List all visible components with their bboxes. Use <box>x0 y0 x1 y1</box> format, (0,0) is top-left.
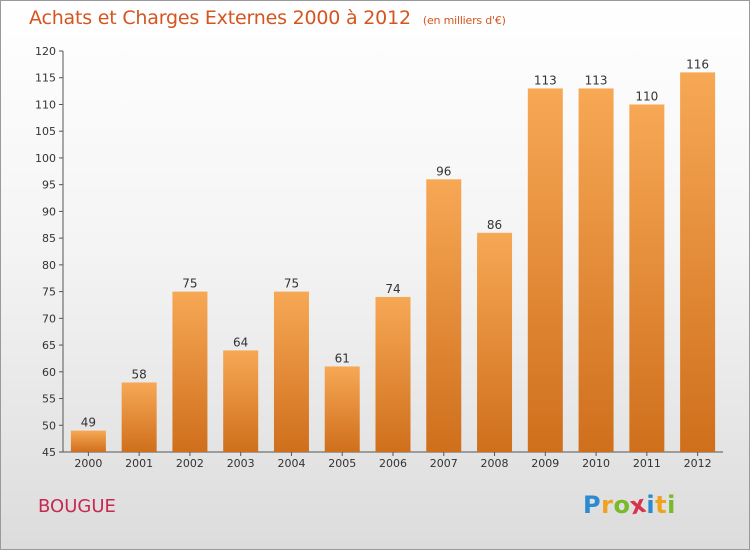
bar-2011 <box>629 104 665 452</box>
logo-letter: i <box>646 491 656 519</box>
bar-value-label: 86 <box>487 218 502 232</box>
bar-2004 <box>273 291 309 452</box>
commune-name: BOUGUE <box>38 496 116 517</box>
y-tick-label: 55 <box>42 393 56 406</box>
bar-value-label: 116 <box>686 57 709 71</box>
y-tick-label: 90 <box>42 205 56 218</box>
x-tick-label: 2006 <box>379 457 407 470</box>
x-tick-label: 2004 <box>277 457 305 470</box>
x-tick-label: 2007 <box>430 457 458 470</box>
bar-2007 <box>426 179 462 452</box>
y-tick-label: 100 <box>35 152 56 165</box>
y-tick-label: 45 <box>42 446 56 459</box>
bar-2006 <box>375 296 411 452</box>
bar-2001 <box>121 382 157 452</box>
x-tick-label: 2011 <box>633 457 661 470</box>
logo-letter: t <box>655 491 668 519</box>
y-tick-label: 50 <box>42 419 56 432</box>
bar-value-label: 110 <box>635 89 658 103</box>
y-tick-label: 60 <box>42 366 56 379</box>
chart-title: Achats et Charges Externes 2000 à 2012 (e… <box>29 7 506 29</box>
bar-2000 <box>70 430 106 452</box>
y-tick-label: 120 <box>35 45 56 58</box>
logo-letter: o <box>613 491 631 519</box>
x-tick-label: 2001 <box>125 457 153 470</box>
bar-value-label: 61 <box>335 351 350 365</box>
y-tick-label: 105 <box>35 125 56 138</box>
x-tick-label: 2008 <box>481 457 509 470</box>
bar-2009 <box>527 88 563 452</box>
chart-unit: (en milliers d'€) <box>422 14 506 27</box>
bar-value-label: 49 <box>81 416 96 430</box>
y-tick-label: 70 <box>42 312 56 325</box>
bar-2003 <box>223 350 259 452</box>
bar-2012 <box>680 72 716 453</box>
chart-title-text: Achats et Charges Externes 2000 à 2012 <box>29 7 411 29</box>
y-tick-label: 80 <box>42 259 56 272</box>
proxiti-logo[interactable]: Proxiti <box>583 490 676 521</box>
bar-value-label: 113 <box>534 73 557 87</box>
y-tick-label: 95 <box>42 179 56 192</box>
y-tick-label: 85 <box>42 232 56 245</box>
y-tick-label: 110 <box>35 98 56 111</box>
x-tick-label: 2009 <box>531 457 559 470</box>
x-tick-label: 2000 <box>74 457 102 470</box>
bar-value-label: 64 <box>233 335 248 349</box>
logo-letter: i <box>667 491 676 519</box>
bar-2002 <box>172 291 208 452</box>
x-tick-label: 2010 <box>582 457 610 470</box>
logo-letter: r <box>601 491 614 519</box>
logo-letter: P <box>583 491 602 519</box>
x-tick-label: 2002 <box>176 457 204 470</box>
x-tick-label: 2003 <box>227 457 255 470</box>
bar-2008 <box>477 232 513 452</box>
x-tick-label: 2005 <box>328 457 356 470</box>
x-tick-label: 2012 <box>684 457 712 470</box>
bar-value-label: 58 <box>132 367 147 381</box>
bar-value-label: 113 <box>585 73 608 87</box>
y-tick-label: 65 <box>42 339 56 352</box>
bar-2005 <box>324 366 360 452</box>
bar-value-label: 75 <box>182 277 197 291</box>
bar-value-label: 74 <box>385 282 400 296</box>
bar-value-label: 96 <box>436 164 451 178</box>
y-tick-label: 115 <box>35 72 56 85</box>
bar-2010 <box>578 88 614 452</box>
y-tick-label: 75 <box>42 286 56 299</box>
bar-value-label: 75 <box>284 277 299 291</box>
